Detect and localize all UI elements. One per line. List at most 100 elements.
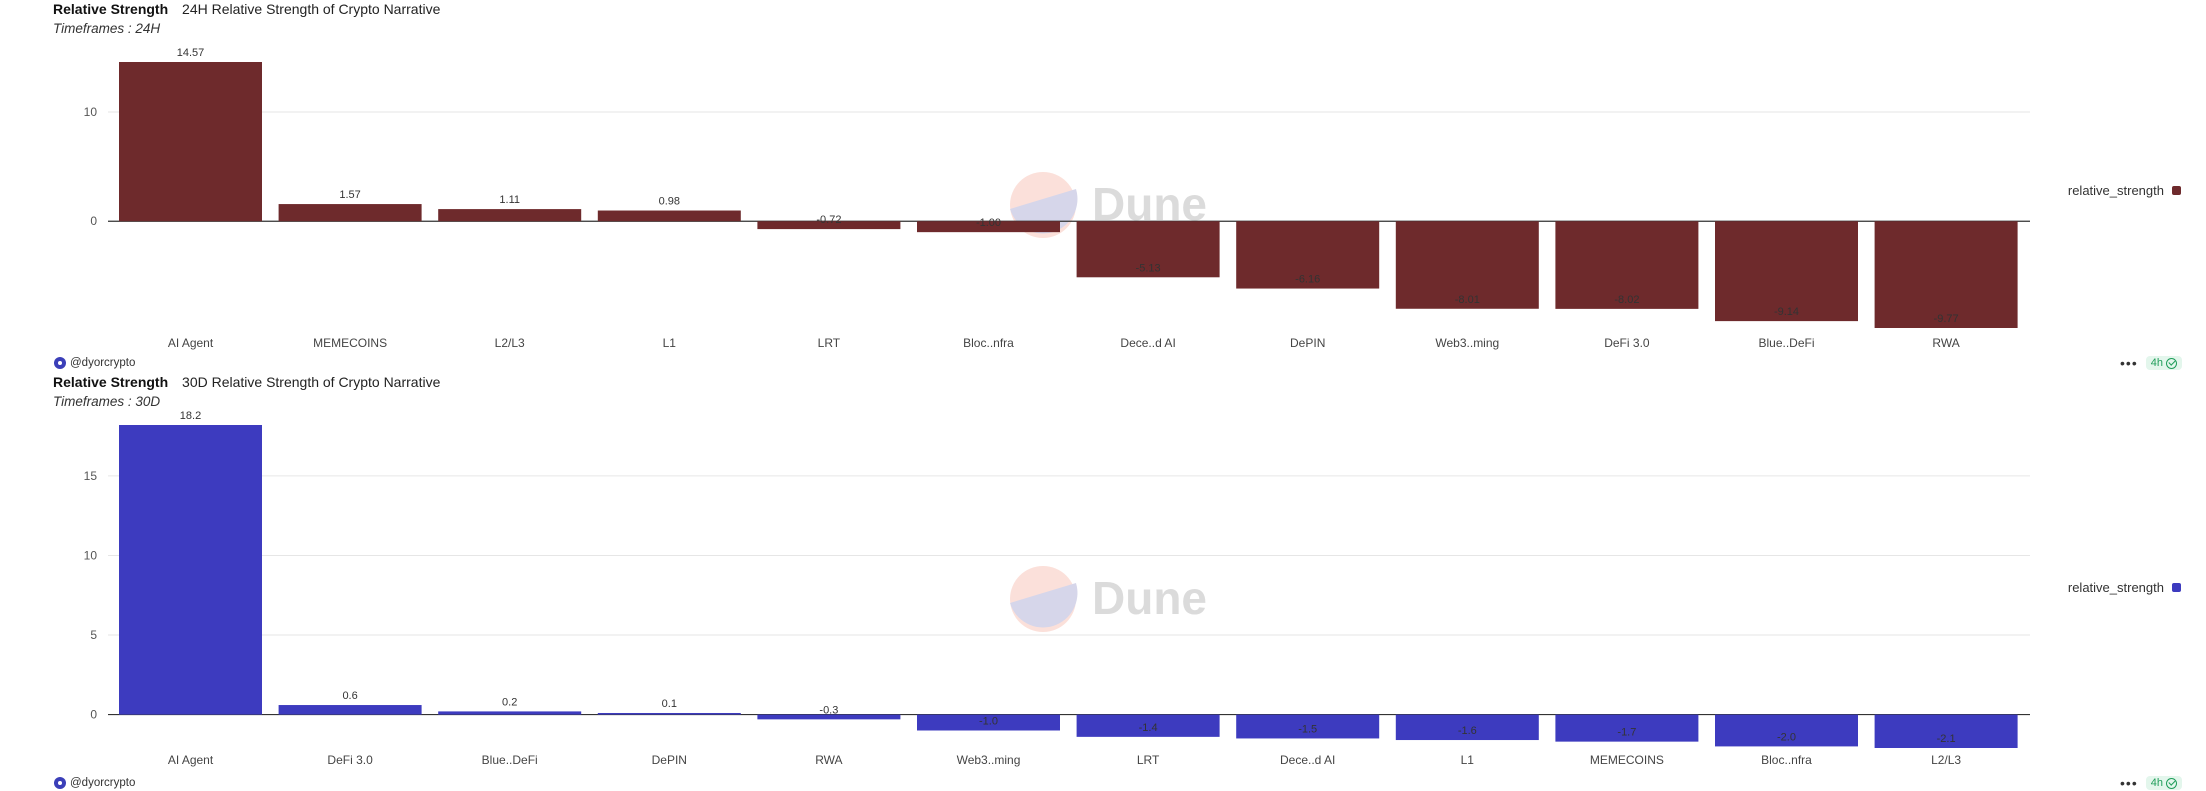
x-tick-label: DeFi 3.0 — [327, 753, 373, 767]
x-tick-label: L2/L3 — [495, 336, 525, 350]
x-tick-label: MEMECOINS — [313, 336, 387, 350]
chart-panel-24h: Relative Strength 24H Relative Strength … — [0, 0, 2206, 375]
x-tick-label: AI Agent — [168, 336, 214, 350]
legend[interactable]: relative_strength — [2068, 580, 2181, 595]
owner-name: @dyorcrypto — [70, 777, 136, 789]
query-title[interactable]: Relative Strength — [53, 374, 169, 390]
bar[interactable] — [119, 425, 262, 715]
bar-value-label: -5.13 — [1136, 262, 1161, 274]
bar-value-label: -6.16 — [1295, 274, 1320, 286]
y-tick-label: 0 — [90, 214, 97, 228]
bar-value-label: -9.77 — [1934, 313, 1959, 325]
chart-actions: ••• 4h — [2120, 356, 2182, 370]
bar-value-label: -0.72 — [816, 214, 841, 226]
legend[interactable]: relative_strength — [2068, 183, 2181, 198]
bar-value-label: -1.4 — [1139, 722, 1158, 734]
x-tick-label: AI Agent — [168, 753, 214, 767]
x-tick-label: MEMECOINS — [1590, 753, 1664, 767]
bar[interactable] — [597, 210, 741, 222]
bar-value-label: 0.6 — [342, 690, 357, 702]
bar-value-label: -9.14 — [1774, 306, 1799, 318]
y-tick-label: 10 — [84, 105, 98, 119]
more-options-icon[interactable]: ••• — [2120, 775, 2138, 791]
y-tick-label: 10 — [84, 548, 98, 562]
bar[interactable] — [1236, 221, 1380, 289]
x-tick-label: L1 — [1461, 753, 1475, 767]
watermark-text: Dune — [1092, 572, 1207, 624]
chart-header: Relative Strength 30D Relative Strength … — [53, 373, 440, 412]
bar-value-label: -1.00 — [976, 217, 1001, 229]
bar[interactable] — [917, 221, 1060, 233]
owner-link[interactable]: @dyorcrypto — [54, 777, 135, 789]
x-tick-label: LRT — [1137, 753, 1160, 767]
owner-avatar-icon — [54, 357, 66, 369]
bar-value-label: -1.7 — [1617, 727, 1636, 739]
bar[interactable] — [597, 712, 741, 715]
visualization-title: 30D Relative Strength of Crypto Narrativ… — [182, 374, 441, 390]
bar-value-label: 18.2 — [180, 410, 201, 422]
bar[interactable] — [1076, 714, 1220, 737]
bar-value-label: -1.5 — [1298, 723, 1317, 735]
x-tick-label: Blue..DeFi — [1758, 336, 1814, 350]
bar-value-label: -0.3 — [819, 704, 838, 716]
bar-value-label: -2.0 — [1777, 731, 1796, 743]
bar-value-label: 0.1 — [662, 698, 677, 710]
bar[interactable] — [917, 714, 1060, 731]
bar[interactable] — [1555, 221, 1699, 309]
bar[interactable] — [757, 714, 901, 720]
more-options-icon[interactable]: ••• — [2120, 355, 2138, 371]
bar[interactable] — [1395, 714, 1539, 741]
chart-header: Relative Strength 24H Relative Strength … — [53, 0, 440, 39]
bar-value-label: -1.0 — [979, 715, 998, 727]
chart-panel-30d: Relative Strength 30D Relative Strength … — [0, 373, 2206, 791]
chart-subtitle: Timeframes : 30D — [53, 394, 161, 409]
bar-value-label: 1.57 — [339, 189, 360, 201]
bar-value-label: -1.6 — [1458, 725, 1477, 737]
bar-value-label: 1.11 — [499, 194, 520, 206]
bar[interactable] — [1555, 714, 1699, 742]
x-tick-label: RWA — [1932, 336, 1959, 350]
x-tick-label: Dece..d AI — [1120, 336, 1175, 350]
x-tick-label: Blue..DeFi — [482, 753, 538, 767]
bar[interactable] — [438, 711, 582, 715]
x-tick-label: Bloc..nfra — [963, 336, 1014, 350]
bar-chart-30d: Dune 0 5 10 15 18.2 AI Agent 0.6 DeFi 3.0 0.2 Blue… — [84, 410, 2030, 767]
refresh-interval: 4h — [2150, 357, 2163, 369]
y-tick-label: 15 — [84, 469, 98, 483]
refresh-badge[interactable]: 4h — [2145, 356, 2182, 370]
bar[interactable] — [278, 204, 422, 222]
bar[interactable] — [1874, 221, 2018, 328]
x-tick-label: RWA — [815, 753, 842, 767]
x-tick-label: DePIN — [652, 753, 687, 767]
y-tick-label: 0 — [90, 708, 97, 722]
bar[interactable] — [1076, 221, 1220, 278]
query-title[interactable]: Relative Strength — [53, 1, 169, 17]
bar[interactable] — [119, 62, 262, 222]
bar[interactable] — [438, 209, 582, 222]
bar[interactable] — [1236, 714, 1380, 739]
bar[interactable] — [757, 221, 901, 230]
bar[interactable] — [278, 705, 422, 715]
bar[interactable] — [1874, 714, 2018, 748]
x-tick-label: Web3..ming — [1435, 336, 1499, 350]
dune-watermark: Dune — [1010, 566, 1207, 632]
owner-name: @dyorcrypto — [70, 357, 136, 369]
legend-swatch — [2172, 583, 2181, 592]
legend-swatch — [2172, 186, 2181, 195]
bar[interactable] — [1715, 714, 1858, 747]
bar[interactable] — [1715, 221, 1858, 322]
refresh-interval: 4h — [2150, 777, 2163, 789]
refresh-badge[interactable]: 4h — [2145, 776, 2182, 790]
x-tick-label: DePIN — [1290, 336, 1325, 350]
owner-link[interactable]: @dyorcrypto — [54, 357, 135, 369]
x-tick-label: Bloc..nfra — [1761, 753, 1812, 767]
check-circle-icon — [2166, 777, 2177, 789]
bar-value-label: -8.02 — [1614, 294, 1639, 306]
bar[interactable] — [1395, 221, 1539, 309]
bar-value-label: 0.98 — [659, 196, 680, 208]
x-tick-label: Dece..d AI — [1280, 753, 1335, 767]
y-tick-label: 5 — [90, 628, 97, 642]
check-circle-icon — [2166, 357, 2177, 369]
x-tick-label: L1 — [663, 336, 677, 350]
owner-avatar-icon — [54, 777, 66, 789]
